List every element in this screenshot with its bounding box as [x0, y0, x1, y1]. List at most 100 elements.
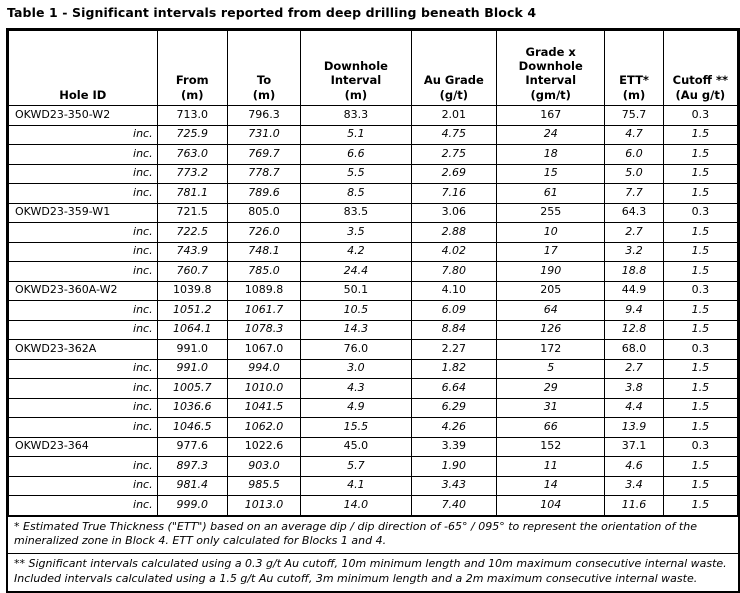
interval-cell: 83.3	[300, 105, 412, 126]
grade-x-interval-cell: 61	[495, 183, 606, 204]
grade-cell: 8.84	[410, 319, 497, 340]
grade-x-interval-cell: 11	[495, 456, 606, 477]
hole-id-cell: inc.	[8, 124, 158, 145]
from-cell: 1064.1	[156, 319, 228, 340]
hole-id-cell: inc.	[8, 475, 158, 496]
to-cell: 1010.0	[226, 378, 302, 399]
footnote-ett: * Estimated True Thickness ("ETT") based…	[8, 515, 738, 554]
table-row: inc. 999.0 1013.0 14.0 7.40 104 11.6 1.5	[8, 495, 739, 516]
table-row: inc. 725.9 731.0 5.1 4.75 24 4.7 1.5	[8, 124, 739, 145]
ett-cell: 3.4	[604, 475, 664, 496]
col-header-downhole-interval: Downhole Interval (m)	[300, 30, 412, 106]
from-cell: 991.0	[156, 358, 228, 379]
grade-cell: 7.80	[410, 261, 497, 282]
cutoff-cell: 1.5	[662, 222, 739, 243]
ett-cell: 4.6	[604, 456, 664, 477]
cutoff-cell: 1.5	[662, 144, 739, 165]
col-header-ett: ETT* (m)	[604, 30, 664, 106]
from-cell: 760.7	[156, 261, 228, 282]
table-row: OKWD23-359-W1 721.5 805.0 83.5 3.06 255 64.3 0.…	[8, 202, 739, 223]
table-row: inc. 991.0 994.0 3.0 1.82 5 2.7 1.5	[8, 358, 739, 379]
ett-cell: 2.7	[604, 358, 664, 379]
ett-cell: 64.3	[604, 202, 664, 223]
ett-cell: 68.0	[604, 339, 664, 360]
interval-cell: 4.9	[300, 397, 412, 418]
ett-cell: 5.0	[604, 163, 664, 184]
grade-x-interval-cell: 31	[495, 397, 606, 418]
table-row: OKWD23-360A-W2 1039.8 1089.8 50.1 4.10 205 44.…	[8, 280, 739, 301]
header-row: Hole ID From (m) To (m) Downhole Interva…	[8, 30, 739, 106]
from-cell: 1036.6	[156, 397, 228, 418]
hole-id-cell: inc.	[8, 397, 158, 418]
cutoff-cell: 1.5	[662, 241, 739, 262]
to-cell: 731.0	[226, 124, 302, 145]
from-cell: 781.1	[156, 183, 228, 204]
grade-x-interval-cell: 5	[495, 358, 606, 379]
from-cell: 763.0	[156, 144, 228, 165]
hole-id-cell: OKWD23-350-W2	[8, 105, 158, 126]
ett-cell: 18.8	[604, 261, 664, 282]
to-cell: 785.0	[226, 261, 302, 282]
to-cell: 985.5	[226, 475, 302, 496]
to-cell: 994.0	[226, 358, 302, 379]
grade-x-interval-cell: 10	[495, 222, 606, 243]
grade-x-interval-cell: 66	[495, 417, 606, 438]
grade-x-interval-cell: 172	[495, 339, 606, 360]
interval-cell: 5.5	[300, 163, 412, 184]
interval-cell: 5.7	[300, 456, 412, 477]
to-cell: 903.0	[226, 456, 302, 477]
grade-cell: 4.75	[410, 124, 497, 145]
to-cell: 796.3	[226, 105, 302, 126]
table-title: Table 1 - Significant intervals reported…	[7, 5, 537, 20]
col-header-au-grade: Au Grade (g/t)	[410, 30, 497, 106]
from-cell: 773.2	[156, 163, 228, 184]
to-cell: 1067.0	[226, 339, 302, 360]
ett-cell: 4.7	[604, 124, 664, 145]
footnote-cutoff: ** Significant intervals calculated usin…	[8, 553, 738, 591]
to-cell: 726.0	[226, 222, 302, 243]
cutoff-cell: 0.3	[662, 436, 739, 457]
hole-id-cell: inc.	[8, 378, 158, 399]
cutoff-cell: 1.5	[662, 319, 739, 340]
table-row: inc. 743.9 748.1 4.2 4.02 17 3.2 1.5	[8, 241, 739, 262]
table-row: inc. 981.4 985.5 4.1 3.43 14 3.4 1.5	[8, 475, 739, 496]
grade-cell: 1.82	[410, 358, 497, 379]
cutoff-cell: 1.5	[662, 495, 739, 516]
cutoff-cell: 1.5	[662, 378, 739, 399]
from-cell: 721.5	[156, 202, 228, 223]
grade-cell: 1.90	[410, 456, 497, 477]
to-cell: 805.0	[226, 202, 302, 223]
interval-cell: 10.5	[300, 300, 412, 321]
grade-cell: 4.26	[410, 417, 497, 438]
table-row: inc. 760.7 785.0 24.4 7.80 190 18.8 1.5	[8, 261, 739, 282]
grade-cell: 7.16	[410, 183, 497, 204]
interval-cell: 4.3	[300, 378, 412, 399]
grade-cell: 4.02	[410, 241, 497, 262]
interval-cell: 45.0	[300, 436, 412, 457]
table-row: inc. 1046.5 1062.0 15.5 4.26 66 13.9 1.5	[8, 417, 739, 438]
ett-cell: 7.7	[604, 183, 664, 204]
hole-id-cell: inc.	[8, 183, 158, 204]
to-cell: 748.1	[226, 241, 302, 262]
grade-cell: 3.39	[410, 436, 497, 457]
to-cell: 1062.0	[226, 417, 302, 438]
col-header-to: To (m)	[226, 30, 302, 106]
hole-id-cell: inc.	[8, 319, 158, 340]
grade-x-interval-cell: 255	[495, 202, 606, 223]
table-row: inc. 773.2 778.7 5.5 2.69 15 5.0 1.5	[8, 163, 739, 184]
intervals-table: Hole ID From (m) To (m) Downhole Interva…	[8, 30, 739, 516]
grade-x-interval-cell: 64	[495, 300, 606, 321]
hole-id-cell: inc.	[8, 417, 158, 438]
hole-id-cell: inc.	[8, 495, 158, 516]
ett-cell: 4.4	[604, 397, 664, 418]
table-row: inc. 1064.1 1078.3 14.3 8.84 126 12.8 1.5	[8, 319, 739, 340]
to-cell: 778.7	[226, 163, 302, 184]
table-row: OKWD23-362A 991.0 1067.0 76.0 2.27 172 68.0 0.3	[8, 339, 739, 360]
table-row: inc. 763.0 769.7 6.6 2.75 18 6.0 1.5	[8, 144, 739, 165]
cutoff-cell: 1.5	[662, 300, 739, 321]
table-row: inc. 722.5 726.0 3.5 2.88 10 2.7 1.5	[8, 222, 739, 243]
interval-cell: 83.5	[300, 202, 412, 223]
to-cell: 1022.6	[226, 436, 302, 457]
table-row: inc. 781.1 789.6 8.5 7.16 61 7.7 1.5	[8, 183, 739, 204]
hole-id-cell: inc.	[8, 222, 158, 243]
